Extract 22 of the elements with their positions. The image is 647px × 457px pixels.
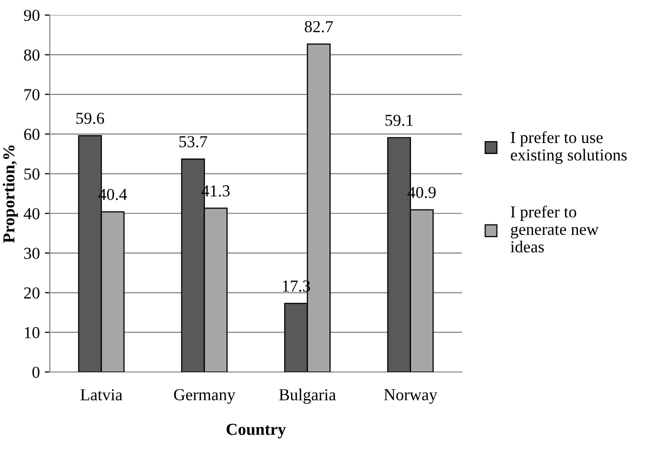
y-tick-label: 40	[24, 208, 40, 220]
y-tick-label: 80	[24, 49, 40, 61]
x-tick-label: Bulgaria	[279, 388, 336, 404]
data-label: 59.6	[76, 112, 104, 124]
y-tick-label: 90	[24, 10, 40, 22]
data-label: 53.7	[179, 136, 208, 148]
x-tick-label: Norway	[384, 389, 438, 404]
y-tick-label: 20	[24, 287, 40, 299]
x-tick-label: Germany	[174, 389, 236, 404]
legend-label: I prefer to use existing solutions	[510, 131, 627, 164]
x-axis-title: Country	[226, 424, 286, 438]
legend-label: I prefer to generate new ideas	[510, 206, 598, 252]
y-tick-label: 30	[24, 248, 40, 259]
y-tick-label: 60	[24, 128, 40, 140]
y-tick-label: 50	[24, 168, 40, 180]
data-label: 82.7	[304, 21, 333, 32]
x-tick-label: Latvia	[80, 389, 122, 400]
data-label: 59.1	[385, 114, 413, 126]
y-tick-label: 0	[32, 366, 40, 378]
y-tick-label: 70	[24, 89, 40, 100]
y-axis-title: Proportion,%	[2, 145, 18, 243]
y-tick-label: 10	[24, 327, 40, 338]
